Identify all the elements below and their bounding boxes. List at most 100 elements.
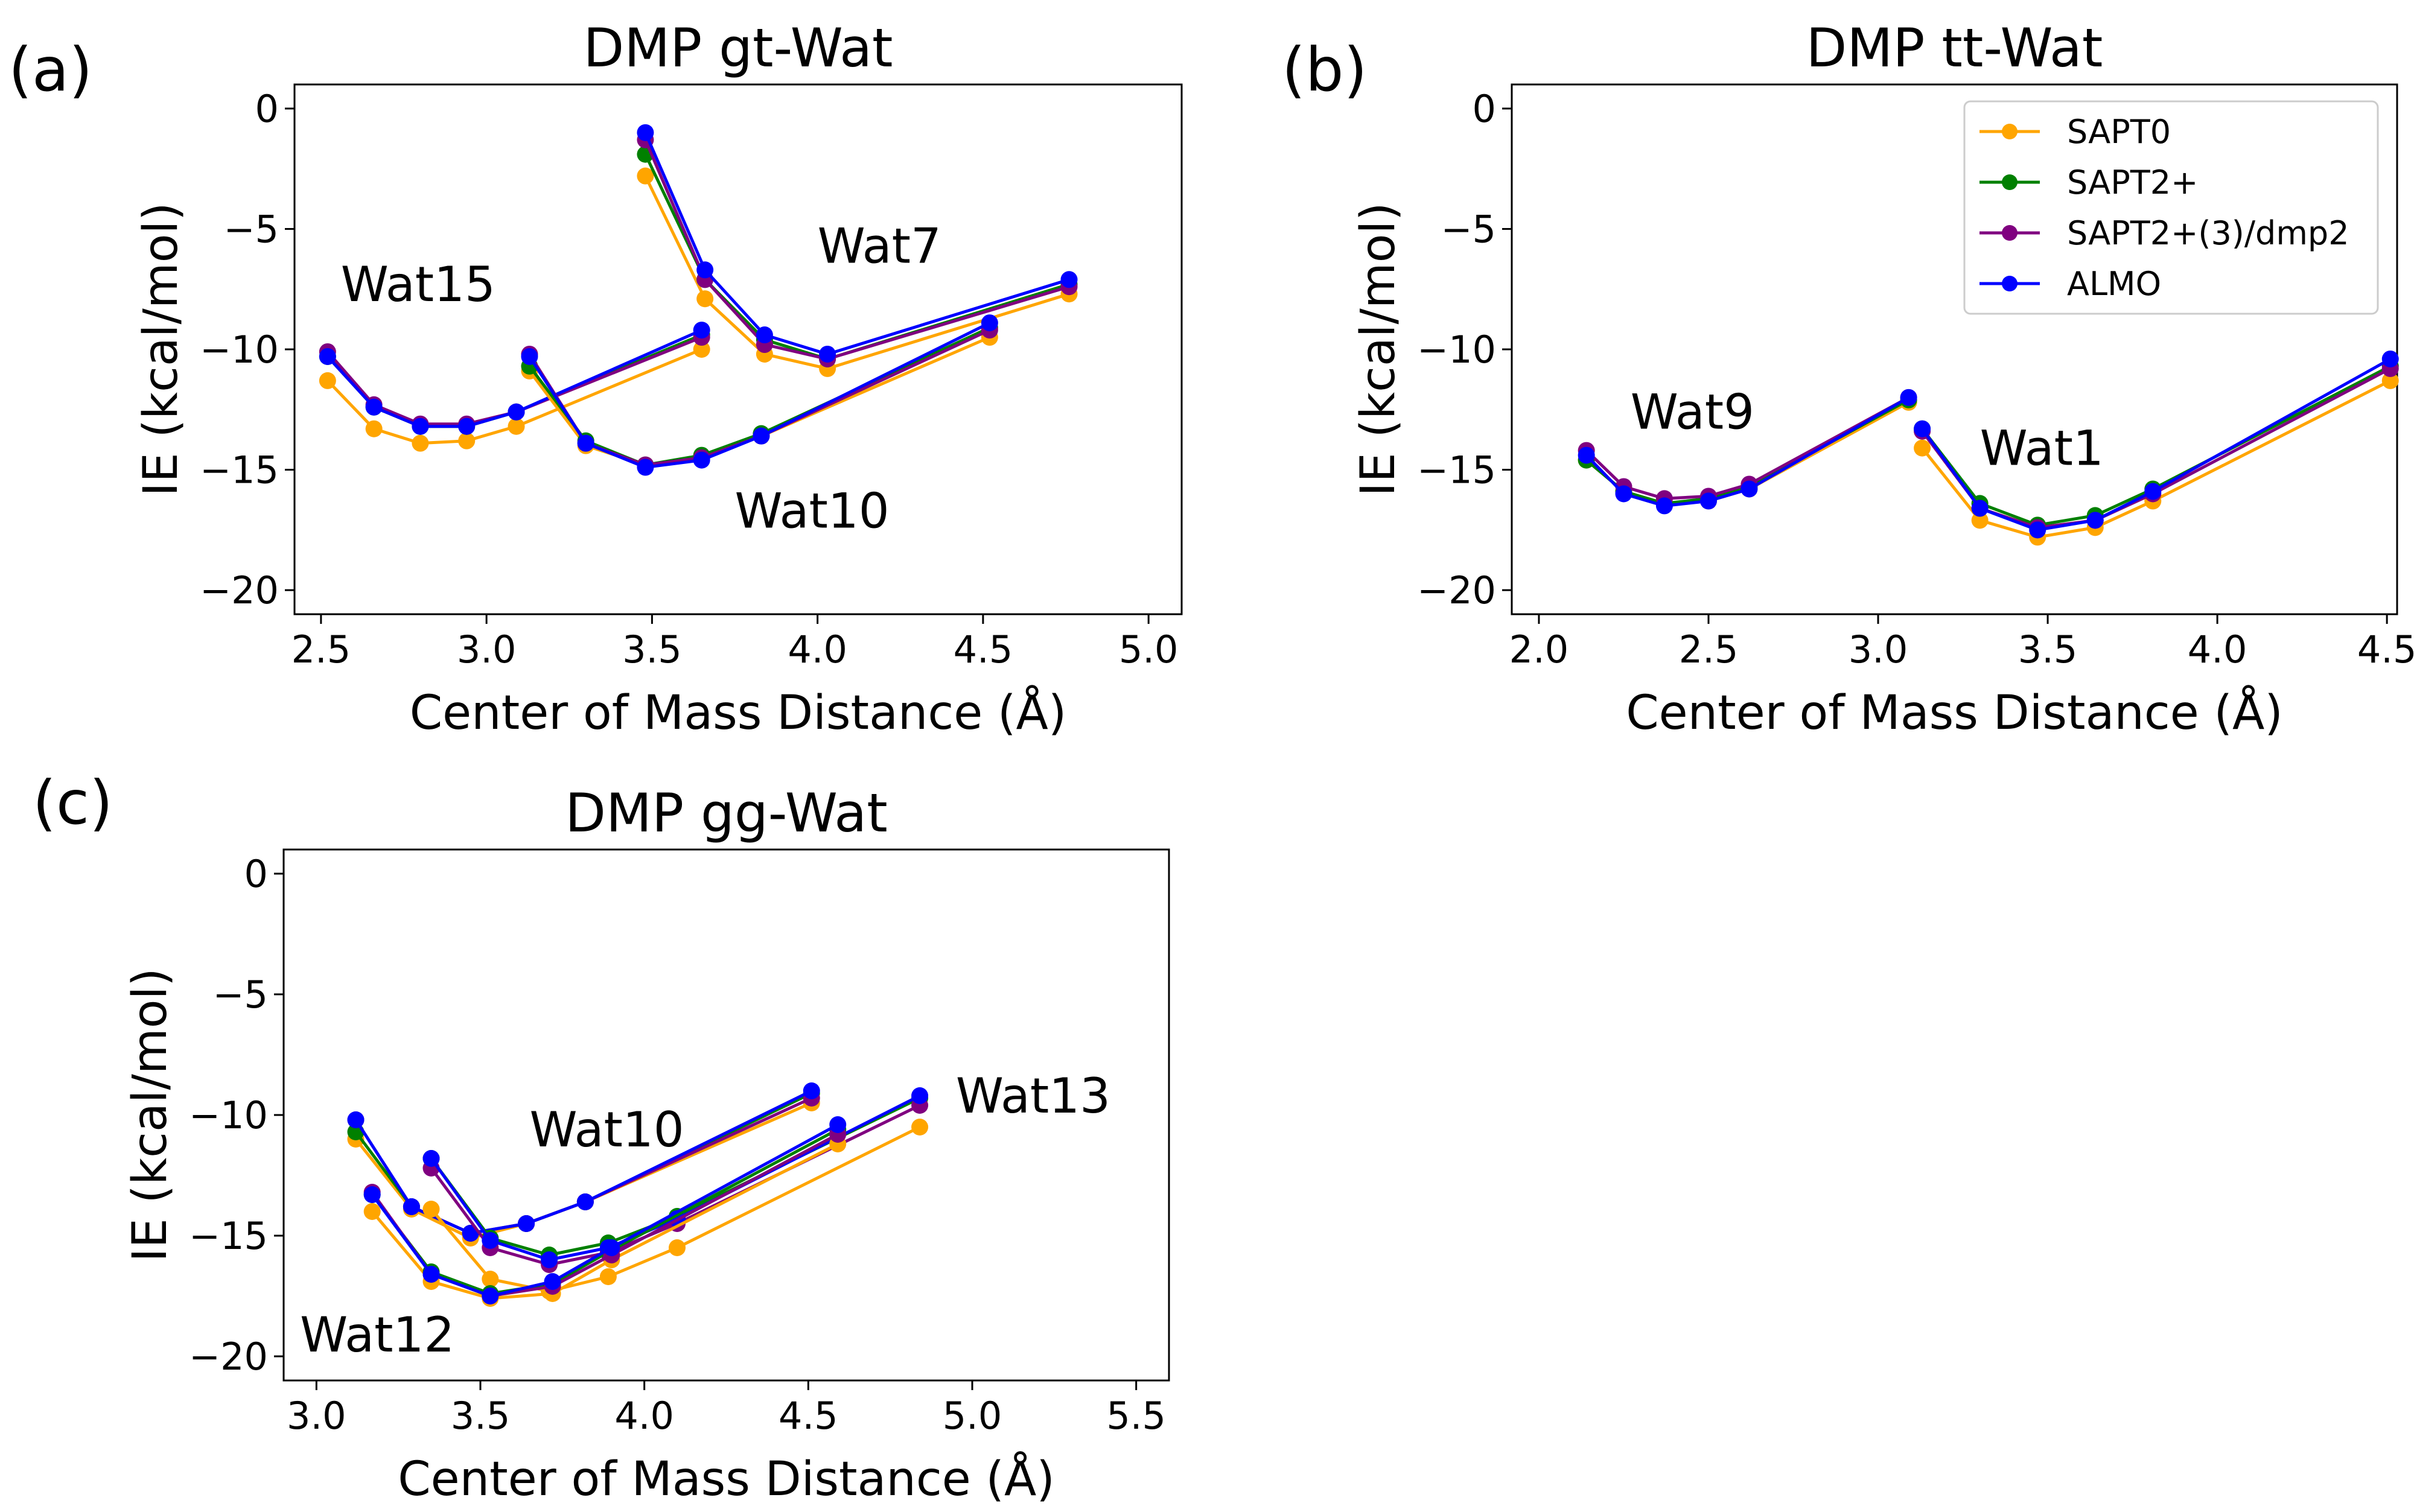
chart-title: DMP gt-Wat: [583, 17, 893, 79]
data-point: [637, 459, 654, 476]
series-line-SAPT0: [371, 1142, 839, 1300]
annotation-label: Wat10: [735, 483, 890, 539]
group-wat10: [521, 314, 998, 476]
data-point: [482, 1232, 499, 1249]
series-line-SAPT2+(3)/dmp2: [1585, 396, 1909, 500]
annotation-label: Wat9: [1631, 384, 1754, 440]
series-line-ALMO: [1585, 396, 1909, 507]
data-point: [2381, 372, 2399, 389]
legend-box: [1963, 100, 2379, 315]
data-point: [756, 326, 773, 344]
data-point: [2144, 483, 2162, 500]
legend-marker: [2002, 225, 2018, 241]
series-line-SAPT0: [430, 1125, 921, 1293]
series-line-ALMO: [326, 328, 702, 428]
data-point: [1900, 389, 1917, 406]
data-point: [541, 1251, 558, 1268]
data-point: [363, 1186, 381, 1203]
x-tick-label: 2.5: [1679, 627, 1739, 672]
chart-title: DMP tt-Wat: [1806, 17, 2103, 79]
x-tick-label: 3.5: [451, 1394, 511, 1438]
data-point: [693, 341, 710, 358]
y-tick-label: −15: [200, 448, 279, 492]
x-tick-label: 2.5: [291, 627, 351, 672]
data-point: [753, 427, 770, 445]
data-point: [1971, 500, 1989, 517]
data-point: [482, 1271, 499, 1288]
data-point: [412, 418, 429, 435]
data-point: [803, 1082, 820, 1099]
data-point: [576, 1193, 594, 1210]
y-tick-label: −20: [1417, 568, 1496, 612]
x-tick-label: 5.0: [1119, 627, 1179, 672]
x-tick-label: 3.0: [1849, 627, 1908, 672]
x-tick-label: 3.5: [622, 627, 682, 672]
x-tick-label: 2.0: [1509, 627, 1569, 672]
group-wat7: [637, 124, 1078, 377]
data-point: [365, 420, 383, 437]
group-wat10: [347, 1082, 820, 1247]
data-point: [819, 345, 836, 363]
y-tick-label: −10: [189, 1093, 268, 1137]
y-tick-label: 0: [1473, 87, 1496, 131]
x-tick-label: 4.5: [954, 627, 1013, 672]
y-tick-label: 0: [244, 852, 268, 896]
panel-letter: (b): [1282, 34, 1368, 105]
x-tick-label: 4.0: [2188, 627, 2247, 672]
data-point: [1971, 512, 1989, 529]
data-point: [508, 403, 525, 421]
data-point: [637, 167, 654, 185]
legend-marker: [2002, 276, 2018, 291]
group-wat12: [363, 1116, 847, 1307]
legend-entry: SAPT2+(3)/dmp2: [2067, 214, 2349, 252]
data-point: [1914, 439, 1931, 457]
y-tick-label: −5: [1441, 207, 1496, 251]
y-tick-label: −10: [200, 328, 279, 372]
data-point: [458, 418, 476, 435]
annotation-label: Wat10: [530, 1102, 684, 1158]
data-point: [669, 1239, 686, 1256]
data-point: [693, 322, 710, 339]
legend: SAPT0 SAPT2+ SAPT2+(3)/dmp2 ALMO: [1963, 100, 2379, 315]
data-point: [319, 372, 336, 389]
group-wat9: [1578, 389, 1917, 515]
legend-entry: SAPT2+: [2067, 164, 2198, 202]
y-axis-label: IE (kcal/mol): [1351, 202, 1406, 496]
y-tick-label: −5: [213, 973, 268, 1017]
chart-panel-3: (c) DMP gg-Wat 3.0 3.5 4.0 4.5 5.0 5.5 0 −5 −10 −15…: [33, 767, 1170, 1507]
annotation-label: Wat1: [1980, 421, 2104, 477]
series-line-ALMO: [1921, 357, 2392, 532]
legend-marker: [2002, 124, 2018, 139]
data-point: [347, 1111, 365, 1128]
data-point: [2086, 512, 2104, 529]
series-line-ALMO: [528, 321, 991, 469]
data-point: [1060, 271, 1078, 288]
data-point: [363, 1203, 381, 1220]
y-axis-label: IE (kcal/mol): [134, 202, 188, 496]
legend-entry: SAPT0: [2067, 113, 2171, 151]
annotation-label: Wat7: [818, 218, 941, 274]
data-point: [1914, 420, 1931, 437]
series-line-ALMO: [371, 1123, 839, 1298]
data-point: [544, 1273, 561, 1290]
x-tick-label: 4.0: [788, 627, 847, 672]
data-point: [637, 124, 654, 141]
annotation-label: Wat12: [300, 1307, 454, 1363]
data-point: [911, 1087, 929, 1104]
data-point: [696, 290, 714, 308]
data-point: [696, 261, 714, 279]
x-tick-label: 4.5: [2357, 627, 2414, 672]
data-point: [829, 1116, 847, 1133]
data-point: [521, 348, 538, 365]
data-point: [422, 1150, 440, 1167]
data-point: [599, 1268, 617, 1285]
data-point: [458, 432, 476, 449]
group-wat15: [319, 322, 710, 452]
data-point: [1655, 497, 1673, 515]
y-tick-label: −15: [189, 1214, 268, 1258]
data-point: [508, 418, 525, 435]
data-point: [518, 1215, 535, 1232]
data-point: [482, 1288, 499, 1304]
y-axis-label: IE (kcal/mol): [123, 968, 177, 1262]
